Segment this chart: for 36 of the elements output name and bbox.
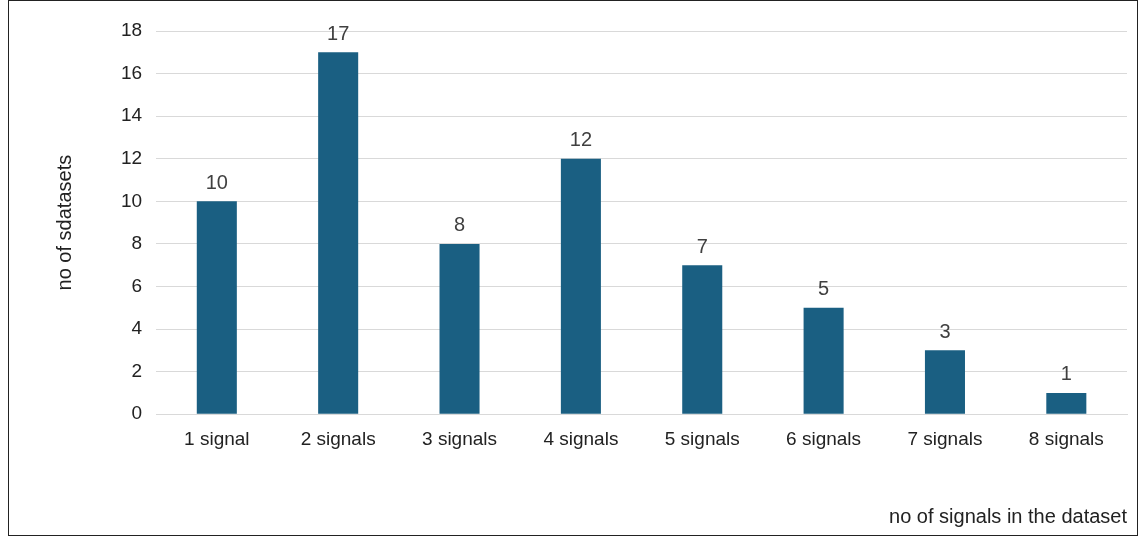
x-axis-title: no of signals in the dataset: [889, 504, 1128, 527]
x-tick-label: 3 signals: [422, 427, 498, 449]
data-label: 3: [939, 319, 951, 342]
y-tick-label: 18: [120, 19, 143, 41]
y-tick-label: 10: [120, 189, 143, 211]
data-label: 10: [205, 170, 228, 193]
x-tick-label: 8 signals: [1028, 427, 1104, 449]
x-tick-label: 4 signals: [543, 427, 619, 449]
y-tick-label: 4: [131, 317, 143, 339]
bar: [803, 307, 844, 414]
y-tick-label: 8: [131, 232, 143, 254]
data-label: 7: [696, 234, 708, 257]
y-tick-label: 6: [131, 274, 143, 296]
data-label: 8: [453, 213, 466, 236]
y-tick-label: 16: [120, 61, 143, 83]
bar: [560, 158, 601, 414]
x-tick-label: 5 signals: [664, 427, 740, 449]
bar: [682, 265, 723, 414]
data-label: 17: [327, 21, 350, 44]
y-tick-label: 0: [131, 402, 143, 424]
x-tick-label: 7 signals: [907, 427, 983, 449]
bar: [439, 243, 480, 414]
x-tick-label: 2 signals: [300, 427, 376, 449]
data-label: 12: [569, 128, 593, 151]
bar: [1046, 392, 1087, 414]
x-tick-label: 1 signal: [184, 427, 250, 449]
data-label: 1: [1060, 362, 1072, 385]
y-tick-label: 12: [120, 146, 143, 168]
bar: [924, 350, 965, 414]
bar: [196, 201, 237, 414]
y-axis-title: no of sdatasets: [52, 154, 75, 291]
x-tick-label: 6 signals: [786, 427, 862, 449]
data-label: 5: [818, 277, 830, 300]
y-tick-label: 14: [120, 104, 143, 126]
y-tick-label: 2: [131, 359, 143, 381]
bar: [318, 52, 359, 414]
